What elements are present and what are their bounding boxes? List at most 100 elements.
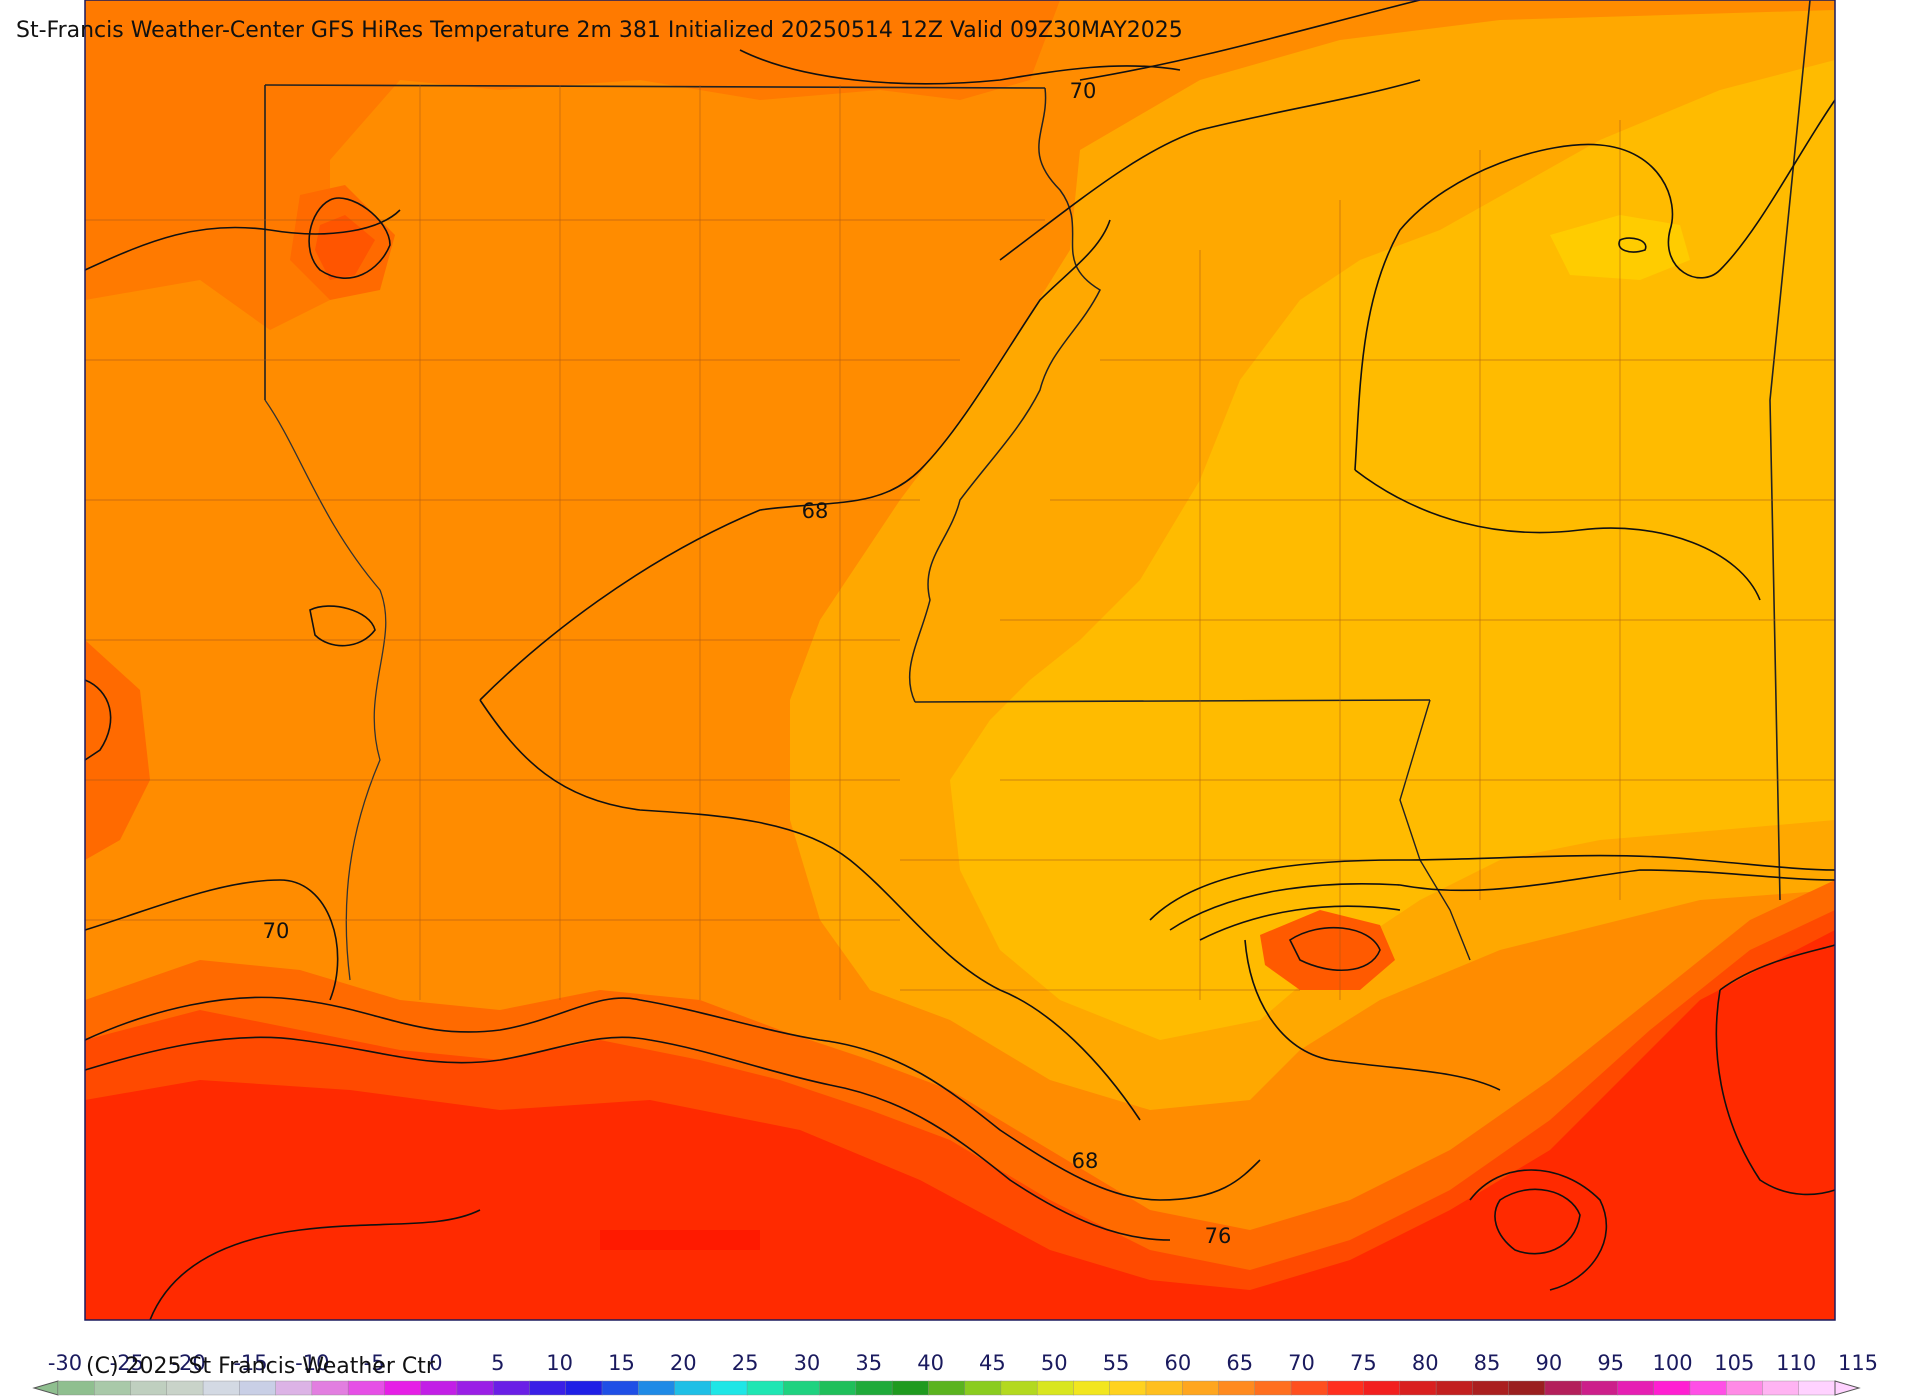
colorbar-swatch — [275, 1380, 313, 1396]
colorbar-swatch — [1290, 1380, 1328, 1396]
temp-field-hotspot-coast — [1260, 910, 1395, 990]
colorbar-tick-label: -10 — [295, 1351, 329, 1375]
colorbar-tick-label: 20 — [670, 1351, 697, 1375]
colorbar-tick-label: 0 — [429, 1351, 442, 1375]
temp-field-gulf — [85, 930, 1835, 1320]
colorbar-swatch — [601, 1380, 639, 1396]
colorbar-swatch — [1000, 1380, 1038, 1396]
colorbar-swatch — [1073, 1380, 1111, 1396]
colorbar-swatch — [130, 1380, 168, 1396]
colorbar-tick-label: 55 — [1103, 1351, 1130, 1375]
colorbar-tick-label: 45 — [979, 1351, 1006, 1375]
colorbar-tick-label: 70 — [1288, 1351, 1315, 1375]
colorbar-tick-label: 75 — [1350, 1351, 1377, 1375]
colorbar-swatch — [1580, 1380, 1619, 1396]
colorbar-swatch — [1472, 1380, 1510, 1396]
contour-label-70-north: 70 — [1070, 79, 1097, 103]
colorbar-swatch — [928, 1380, 966, 1396]
state-border-ms-al — [1769, 0, 1811, 901]
temp-field-yellow — [950, 60, 1835, 1040]
colorbar-swatch — [347, 1380, 386, 1396]
colorbar-swatch — [1726, 1380, 1764, 1396]
colorbar-swatch — [456, 1380, 494, 1396]
colorbar-tick-label: -25 — [110, 1351, 144, 1375]
temp-field-hotspot-nw-core — [315, 215, 375, 280]
colorbar: -30 -25 -20 -15 -10 -5 0 5 10 15 20 25 30 35 40 45 50 55 6… — [32, 1351, 1878, 1396]
state-border-ms-la — [914, 699, 1431, 703]
county-lines — [85, 85, 1835, 1000]
contour-label-68-central: 68 — [802, 499, 829, 523]
colorbar-swatch — [638, 1380, 676, 1396]
colorbar-tick-label: 90 — [1535, 1351, 1562, 1375]
colorbar-swatch — [1182, 1380, 1220, 1396]
colorbar-tick-label: -15 — [233, 1351, 267, 1375]
copyright-text: (C) 2025 St Francis Weather Ctr — [86, 1354, 435, 1379]
colorbar-swatch — [1508, 1380, 1546, 1396]
colorbar-swatch — [565, 1380, 603, 1396]
colorbar-left-arrow — [32, 1380, 59, 1396]
colorbar-tick-label: 15 — [608, 1351, 635, 1375]
map-title: St-Francis Weather-Center GFS HiRes Temp… — [16, 18, 1183, 43]
colorbar-tick-label: 110 — [1776, 1351, 1816, 1375]
colorbar-swatch — [1435, 1380, 1474, 1396]
colorbar-swatch — [384, 1380, 422, 1396]
colorbar-swatch — [1798, 1380, 1836, 1396]
colorbar-swatch — [94, 1380, 132, 1396]
colorbar-tick-label: 95 — [1597, 1351, 1624, 1375]
colorbar-swatch — [1689, 1380, 1727, 1396]
colorbar-swatch — [166, 1380, 204, 1396]
colorbar-tick-label: 85 — [1474, 1351, 1501, 1375]
colorbar-swatch — [1544, 1380, 1582, 1396]
colorbar-swatch — [891, 1380, 930, 1396]
colorbar-swatch — [674, 1380, 712, 1396]
colorbar-swatch — [710, 1380, 748, 1396]
isotherms — [84, 0, 1836, 1321]
colorbar-swatch — [783, 1380, 821, 1396]
colorbar-swatch — [202, 1380, 241, 1396]
temp-field-hotspot-sw — [600, 1230, 760, 1250]
red-river-border — [264, 399, 387, 981]
colorbar-swatch — [964, 1380, 1002, 1396]
colorbar-swatch — [1109, 1380, 1147, 1396]
colorbar-tick-label: 115 — [1838, 1351, 1878, 1375]
colorbar-swatch — [1254, 1380, 1292, 1396]
colorbar-swatch — [239, 1380, 277, 1396]
colorbar-tick-label: 80 — [1412, 1351, 1439, 1375]
colorbar-tick-label: 25 — [732, 1351, 759, 1375]
colorbar-swatch — [311, 1380, 349, 1396]
colorbar-tick-label: 100 — [1652, 1351, 1692, 1375]
colorbar-tick-label: 65 — [1226, 1351, 1253, 1375]
colorbar-tick-label: -30 — [48, 1351, 82, 1375]
colorbar-tick-label: 5 — [491, 1351, 504, 1375]
colorbar-tick-label: 10 — [546, 1351, 573, 1375]
contour-label-70-west: 70 — [263, 919, 290, 943]
mississippi-river — [908, 87, 1101, 703]
colorbar-swatch — [529, 1380, 567, 1396]
colorbar-tick-label: -20 — [171, 1351, 205, 1375]
colorbar-swatch — [492, 1380, 531, 1396]
colorbar-swatch — [1363, 1380, 1401, 1396]
temp-field-sw — [85, 640, 150, 860]
colorbar-swatch — [855, 1380, 893, 1396]
colorbar-swatch — [1617, 1380, 1655, 1396]
colorbar-swatch — [1762, 1380, 1800, 1396]
map-frame — [84, 0, 1836, 1321]
colorbar-swatch — [1399, 1380, 1437, 1396]
colorbar-tick-label: 50 — [1041, 1351, 1068, 1375]
colorbar-tick-label: 105 — [1714, 1351, 1754, 1375]
contour-label-76: 76 — [1205, 1224, 1232, 1248]
colorbar-swatch — [57, 1380, 95, 1396]
colorbar-swatch — [1653, 1380, 1691, 1396]
colorbar-tick-label: -5 — [364, 1351, 385, 1375]
colorbar-swatch — [1327, 1380, 1365, 1396]
state-border-ar-mo — [264, 84, 1046, 89]
colorbar-swatch — [420, 1380, 458, 1396]
colorbar-swatch — [1218, 1380, 1256, 1396]
colorbar-right-arrow — [1834, 1380, 1861, 1396]
colorbar-tick-label: 60 — [1165, 1351, 1192, 1375]
colorbar-swatch — [1145, 1380, 1183, 1396]
colorbar-tick-label: 40 — [917, 1351, 944, 1375]
colorbar-swatch — [746, 1380, 785, 1396]
colorbar-tick-label: 35 — [855, 1351, 882, 1375]
